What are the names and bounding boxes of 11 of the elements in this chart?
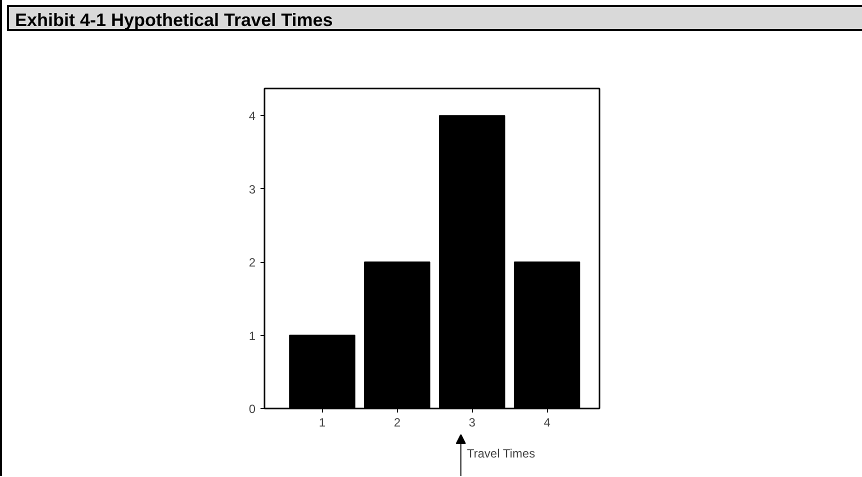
y-tick-label: 0 bbox=[248, 402, 256, 416]
x-tick-label: 3 bbox=[468, 416, 476, 430]
y-tick-label: 4 bbox=[248, 109, 256, 124]
y-tick-label: 2 bbox=[248, 256, 256, 270]
chart-title: Exhibit 4-1 Hypothetical Travel Times bbox=[15, 9, 333, 32]
x-tick-label: 1 bbox=[318, 416, 326, 430]
y-tick-label: 1 bbox=[248, 328, 256, 343]
y-tick-label: 3 bbox=[248, 182, 256, 196]
x-tick-label: 4 bbox=[544, 416, 551, 430]
x-axis-title: Travel Times bbox=[466, 446, 536, 460]
x-tick-label: 2 bbox=[394, 416, 401, 430]
